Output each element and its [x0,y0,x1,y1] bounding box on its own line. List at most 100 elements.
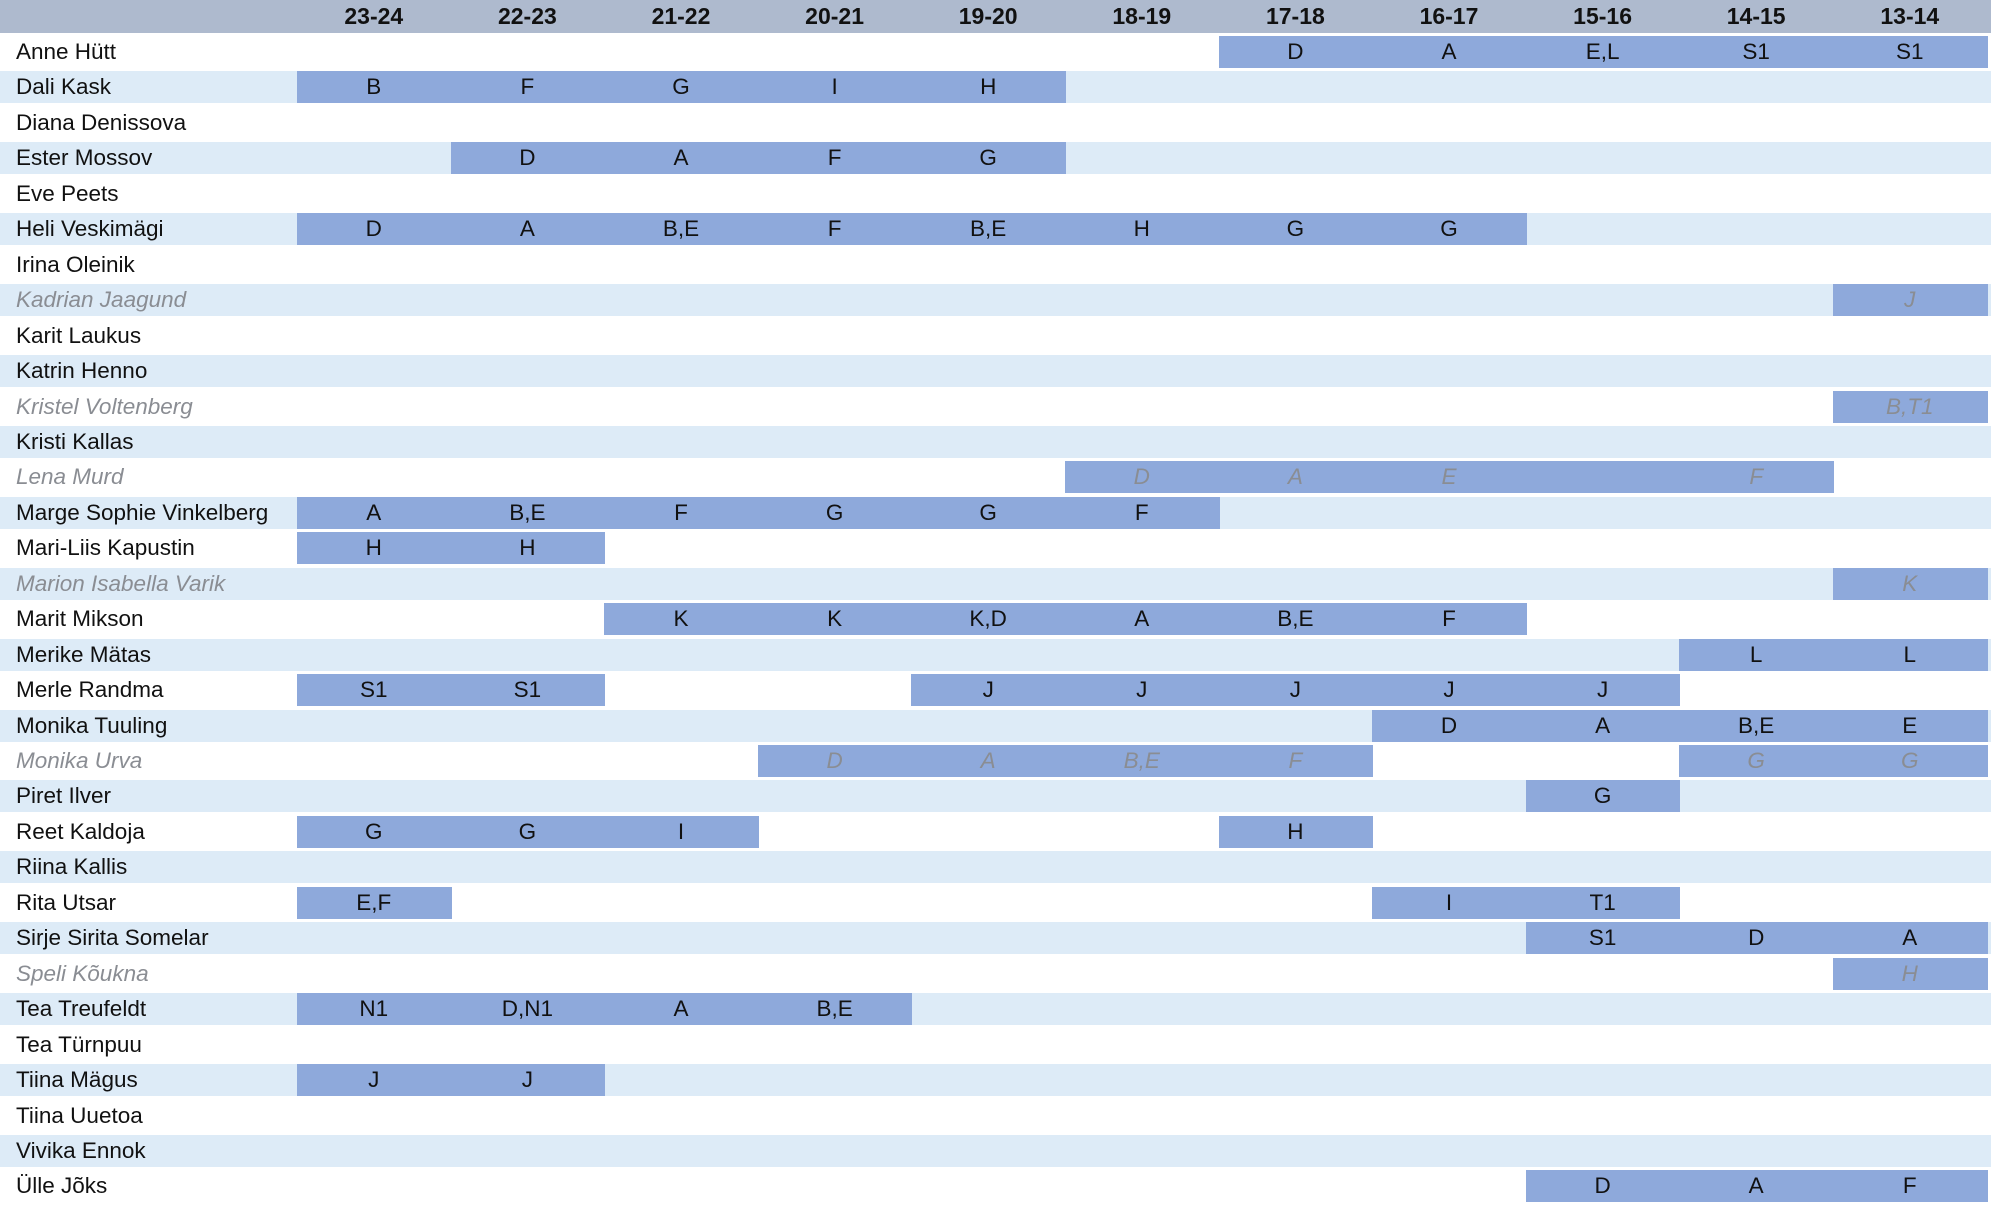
cell-label: J [982,677,994,703]
cell-label: A [980,748,996,773]
cell-label: J [1596,677,1609,703]
filled-cell [1065,674,1220,707]
cell-label: J [368,1067,380,1093]
row-name: Tea Treufeldt [16,996,147,1022]
row-name: Anne Hütt [16,39,117,64]
column-header-14-15: 14-15 [1726,3,1786,29]
column-header-15-16: 15-16 [1573,3,1632,29]
cell-label: G [1901,748,1919,773]
cell-label: G [979,499,997,525]
filled-cell [1679,922,1834,955]
cell-label: B [366,74,382,100]
filled-cell [1525,1170,1681,1203]
table-row [0,638,1991,671]
filled-cell [1218,461,1374,494]
filled-cell [911,71,1066,104]
cell-label: K [827,606,843,632]
table-row [0,567,1991,600]
filled-cell [1833,922,1988,955]
filled-cell [1833,745,1988,777]
filled-cell [1218,603,1374,636]
filled-cell [450,674,606,707]
table-row [0,425,1991,458]
cell-label: B,T1 [1886,393,1934,419]
filled-cell [297,496,452,529]
cell-label: F [1288,748,1303,773]
cell-label: J [1904,287,1916,313]
filled-cell [450,532,606,565]
cell-label: A [1595,712,1611,738]
cell-label: S1 [1588,925,1617,951]
table-row [0,177,1991,210]
cell-label: S1 [360,677,388,703]
filled-cell [297,993,452,1026]
cell-label: G [1747,748,1765,773]
filled-cell [604,142,759,175]
filled-cell [450,1064,606,1097]
cell-label: B,E [662,216,700,242]
cell-label: K [1902,570,1918,596]
cell-label: T1 [1589,889,1616,915]
cell-label: D [1440,712,1458,738]
column-header-13-14: 13-14 [1880,3,1940,29]
filled-cell [604,496,759,529]
filled-cell [1525,36,1681,68]
filled-cell [757,71,913,104]
filled-cell [1679,638,1834,671]
cell-label: A [673,145,689,171]
cell-label: D [1287,39,1304,64]
filled-cell [1679,36,1834,68]
column-header-22-23: 22-23 [497,3,557,29]
cell-label: A [1287,464,1303,490]
filled-cell [1833,709,1988,742]
filled-cell [757,496,913,529]
cell-label: A [1441,39,1457,64]
cell-label: J [1289,677,1302,703]
filled-cell [911,674,1066,707]
table-row [0,1099,1991,1132]
cell-label: S1 [1896,39,1924,64]
row-name: Diana Denissova [16,109,187,135]
cell-label: N1 [359,996,389,1022]
filled-cell [1525,674,1681,707]
filled-cell [1372,603,1527,636]
filled-cell [1065,603,1220,636]
filled-cell [1372,213,1527,246]
cell-label: D [1748,925,1765,951]
column-header-21-22: 21-22 [651,3,711,29]
filled-cell [604,603,759,636]
column-header-17-18: 17-18 [1265,3,1325,29]
row-name: Riina Kallis [16,854,128,880]
filled-cell [297,886,452,919]
cell-label: F [827,216,842,242]
row-name: Eve Peets [16,180,119,206]
cell-label: E [1902,712,1918,738]
cell-label: D [365,216,382,242]
cell-label: A [366,499,382,525]
cell-label: H [980,74,997,100]
cell-label: J [1443,677,1455,703]
filled-cell [1833,390,1988,423]
header-row [0,0,1991,33]
filled-cell [604,993,759,1026]
cell-label: D [826,748,843,773]
row-name: Lena Murd [16,464,124,490]
cell-label: S1 [1742,39,1770,64]
filled-cell [1372,36,1527,68]
row-name: Sirje Sirita Somelar [16,925,209,951]
filled-cell [1525,780,1681,813]
cell-label: K,D [969,606,1007,632]
filled-cell [1372,709,1527,742]
filled-cell [1525,709,1681,742]
table-row [0,355,1991,388]
filled-cell [1833,957,1988,990]
filled-cell [1372,886,1527,919]
filled-cell [450,213,606,246]
filled-cell [911,745,1066,777]
cell-label: G [825,499,844,525]
row-name: Tea Türnpuu [16,1031,142,1057]
filled-cell [757,603,913,636]
filled-cell [1525,461,1681,494]
filled-cell [1679,745,1834,777]
cell-label: H [1901,960,1918,986]
